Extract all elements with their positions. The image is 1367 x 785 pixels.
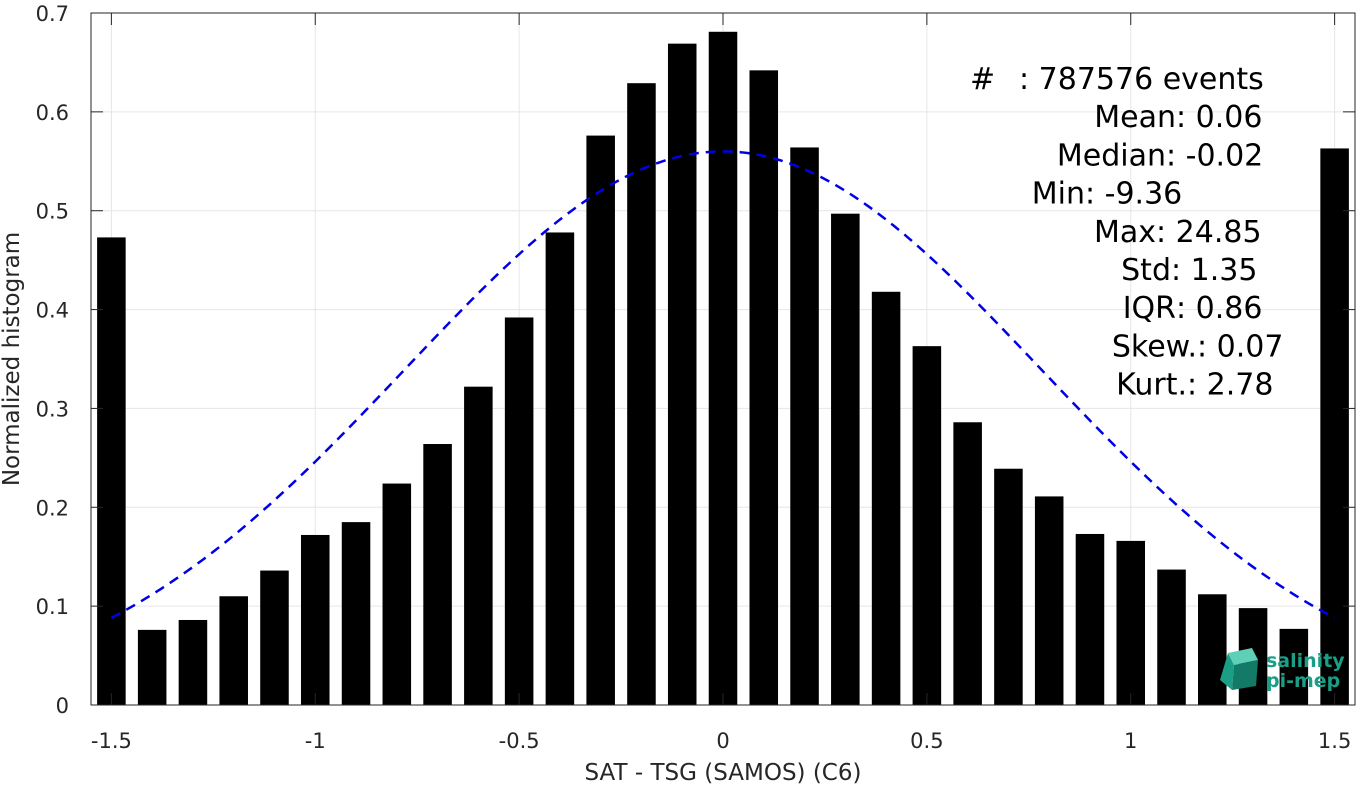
histogram-bar bbox=[545, 232, 575, 705]
y-tick-label: 0.2 bbox=[36, 496, 69, 520]
x-tick-label: -0.5 bbox=[499, 729, 540, 753]
stat-value: : 1.35 bbox=[1171, 253, 1257, 288]
histogram-bar bbox=[504, 317, 534, 705]
y-tick-label: 0.7 bbox=[36, 2, 69, 26]
stat-label: # bbox=[970, 62, 995, 97]
stat-label: Median bbox=[1057, 138, 1166, 173]
x-tick-label: 1.5 bbox=[1318, 729, 1351, 753]
histogram-bar bbox=[423, 444, 452, 705]
stat-label: Kurt. bbox=[1116, 368, 1187, 403]
stat-label: Max bbox=[1094, 215, 1156, 250]
y-tick-label: 0 bbox=[56, 694, 69, 718]
logo-text-salinity: salinity bbox=[1266, 650, 1345, 672]
stat-value: : 0.06 bbox=[1176, 100, 1262, 135]
stat-label: Skew. bbox=[1112, 329, 1197, 364]
histogram-bar bbox=[464, 386, 493, 705]
y-tick-label: 0.4 bbox=[36, 299, 69, 323]
histogram-bar bbox=[137, 629, 167, 705]
stat-label: IQR bbox=[1123, 291, 1176, 326]
histogram-bar bbox=[831, 213, 860, 705]
logo-text-pi-mep: pi-mep bbox=[1266, 670, 1340, 692]
gaussian-fit-curve bbox=[110, 150, 1336, 619]
stat-value: : 0.07 bbox=[1197, 329, 1283, 364]
histogram-bar bbox=[219, 596, 248, 705]
stat-value: : -9.36 bbox=[1085, 177, 1182, 212]
histogram-bar bbox=[912, 346, 942, 705]
histogram-bar bbox=[708, 31, 738, 706]
histogram-bar bbox=[382, 483, 412, 705]
histogram-bar bbox=[260, 570, 289, 705]
x-axis-label: SAT - TSG (SAMOS) (C6) bbox=[585, 760, 862, 785]
x-tick-label: -1 bbox=[305, 729, 326, 753]
stat-label: Std bbox=[1121, 253, 1171, 288]
stat-value: : -0.02 bbox=[1166, 138, 1263, 173]
histogram-bar bbox=[667, 43, 697, 706]
stat-label: Mean bbox=[1094, 100, 1176, 135]
histogram-bar bbox=[790, 147, 819, 706]
salinity-pi-mep-logo: salinity pi-mep bbox=[1220, 648, 1345, 692]
histogram-bar bbox=[1198, 594, 1227, 705]
gaussian-fit-line bbox=[110, 150, 1336, 619]
histogram-bar bbox=[953, 422, 982, 705]
y-tick-label: 0.3 bbox=[36, 397, 69, 421]
histogram-bar bbox=[178, 619, 208, 705]
y-axis-label: Normalized histogram bbox=[0, 232, 25, 486]
histogram-bar bbox=[586, 135, 615, 705]
stat-value: : 0.86 bbox=[1176, 291, 1262, 326]
histogram-bars bbox=[97, 31, 1349, 706]
histogram-bar bbox=[300, 534, 330, 705]
histogram-bar bbox=[1075, 533, 1105, 705]
histogram-bar bbox=[1116, 540, 1146, 705]
histogram-bar bbox=[1157, 569, 1186, 705]
histogram-bar bbox=[1034, 496, 1064, 705]
histogram-bar bbox=[1320, 148, 1349, 706]
x-tick-label: 0 bbox=[716, 729, 729, 753]
histogram-bar bbox=[1279, 628, 1309, 705]
y-tick-label: 0.5 bbox=[36, 200, 69, 224]
histogram-bar bbox=[341, 522, 371, 705]
histogram-bar bbox=[994, 468, 1023, 705]
histogram-bar bbox=[871, 291, 901, 705]
y-tick-label: 0.6 bbox=[36, 101, 69, 125]
cube-logo-icon bbox=[1220, 648, 1258, 690]
histogram-bar bbox=[749, 70, 779, 705]
stat-value: : 24.85 bbox=[1156, 215, 1262, 250]
x-tick-label: 1 bbox=[1124, 729, 1137, 753]
x-tick-label: -1.5 bbox=[91, 729, 132, 753]
stat-value: : 787576 events bbox=[1019, 62, 1264, 97]
x-tick-label: 0.5 bbox=[910, 729, 943, 753]
stat-label: Min bbox=[1032, 177, 1085, 212]
stat-value: : 2.78 bbox=[1187, 368, 1273, 403]
histogram-bar bbox=[627, 83, 656, 705]
y-tick-label: 0.1 bbox=[36, 595, 69, 619]
axis-ticks: -1.5 -1 -0.5 0 0.5 1 1.5 0 0.1 0.2 0.3 0.4 0.5 0.6 0.7 bbox=[36, 2, 1355, 753]
histogram-bar bbox=[97, 237, 126, 706]
